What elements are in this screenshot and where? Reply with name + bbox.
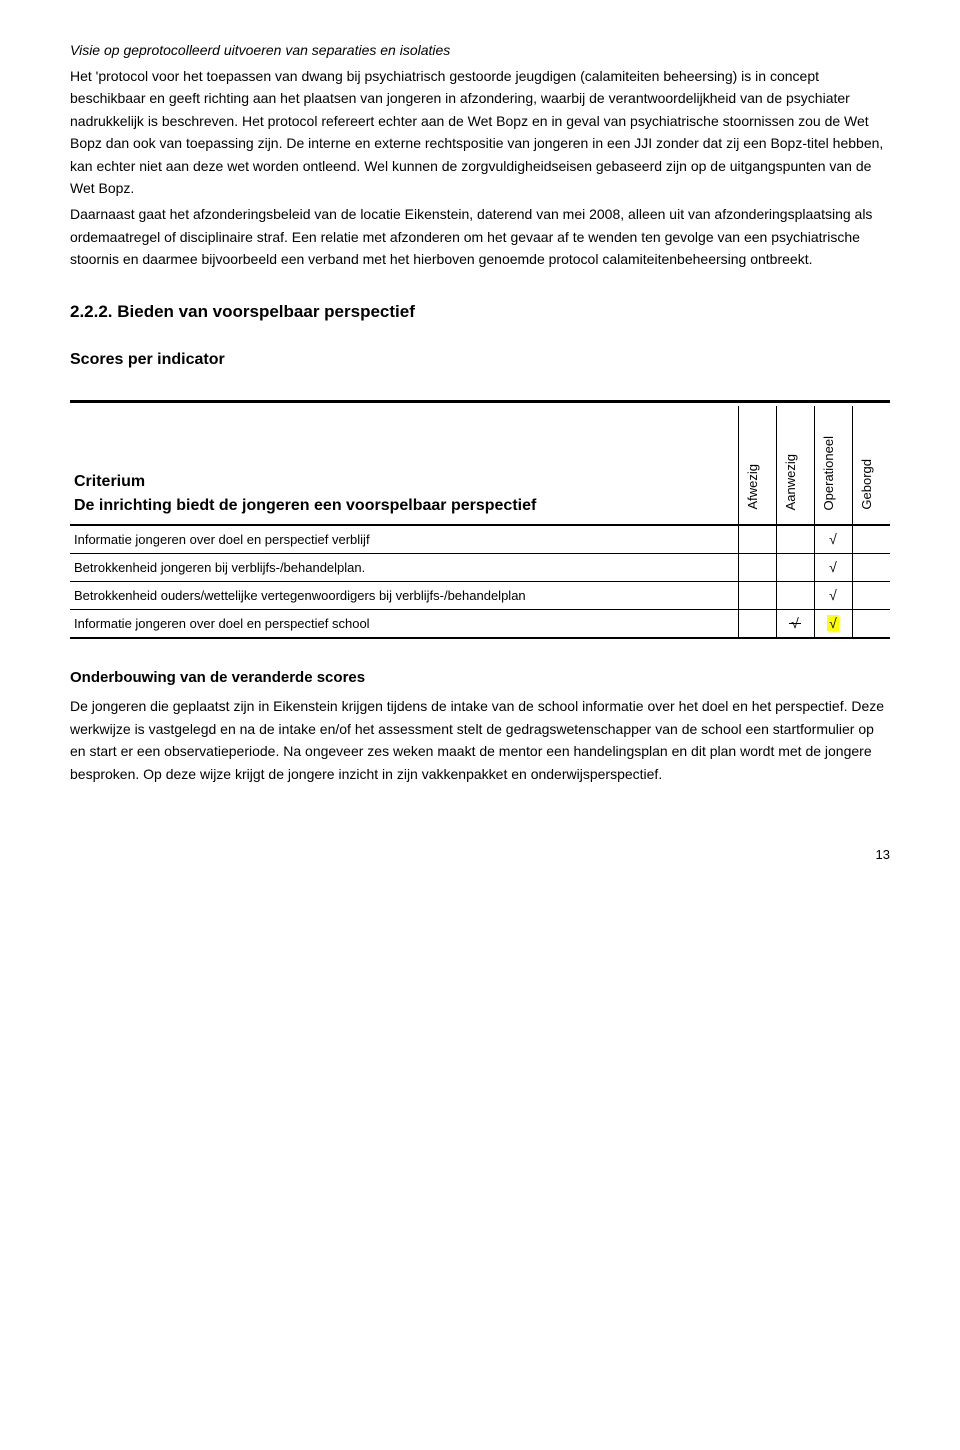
score-cell [852, 609, 890, 638]
scores-label: Scores per indicator [70, 348, 890, 372]
page-number: 13 [70, 845, 890, 865]
score-cell: √ [814, 525, 852, 554]
indicator-cell: Informatie jongeren over doel en perspec… [70, 525, 738, 554]
scores-body: Informatie jongeren over doel en perspec… [70, 525, 890, 638]
score-cell [738, 609, 776, 638]
criterium-label: Criterium [74, 470, 734, 494]
score-cell: √ [814, 553, 852, 581]
score-cell: √ [776, 609, 814, 638]
table-row: Informatie jongeren over doel en perspec… [70, 609, 890, 638]
score-cell [776, 581, 814, 609]
table-row: Betrokkenheid ouders/wettelijke vertegen… [70, 581, 890, 609]
indicator-cell: Informatie jongeren over doel en perspec… [70, 609, 738, 638]
indicator-cell: Betrokkenheid jongeren bij verblijfs-/be… [70, 553, 738, 581]
score-cell [738, 525, 776, 554]
score-cell [776, 553, 814, 581]
score-cell [852, 581, 890, 609]
col-aanwezig: Aanwezig [776, 406, 814, 525]
underbouwing-heading: Onderbouwing van de veranderde scores [70, 667, 890, 690]
scores-table: Criterium De inrichting biedt de jongere… [70, 400, 890, 639]
criterium-header: Criterium De inrichting biedt de jongere… [70, 406, 738, 525]
score-cell [852, 553, 890, 581]
score-cell: √ [814, 581, 852, 609]
section-heading: 2.2.2. Bieden van voorspelbaar perspecti… [70, 299, 890, 325]
col-operationeel: Operationeel [814, 406, 852, 525]
criterium-text: De inrichting biedt de jongeren een voor… [74, 494, 734, 518]
body-paragraph-1: Het 'protocol voor het toepassen van dwa… [70, 65, 890, 199]
score-cell [852, 525, 890, 554]
col-afwezig: Afwezig [738, 406, 776, 525]
table-row: Informatie jongeren over doel en perspec… [70, 525, 890, 554]
indicator-cell: Betrokkenheid ouders/wettelijke vertegen… [70, 581, 738, 609]
body-paragraph-2: Daarnaast gaat het afzonderingsbeleid va… [70, 203, 890, 270]
italic-heading: Visie op geprotocolleerd uitvoeren van s… [70, 40, 890, 61]
body-paragraph-3: De jongeren die geplaatst zijn in Eikens… [70, 695, 890, 785]
score-cell [738, 553, 776, 581]
table-row: Betrokkenheid jongeren bij verblijfs-/be… [70, 553, 890, 581]
score-cell [738, 581, 776, 609]
score-cell [776, 525, 814, 554]
col-geborgd: Geborgd [852, 406, 890, 525]
score-cell: √ [814, 609, 852, 638]
